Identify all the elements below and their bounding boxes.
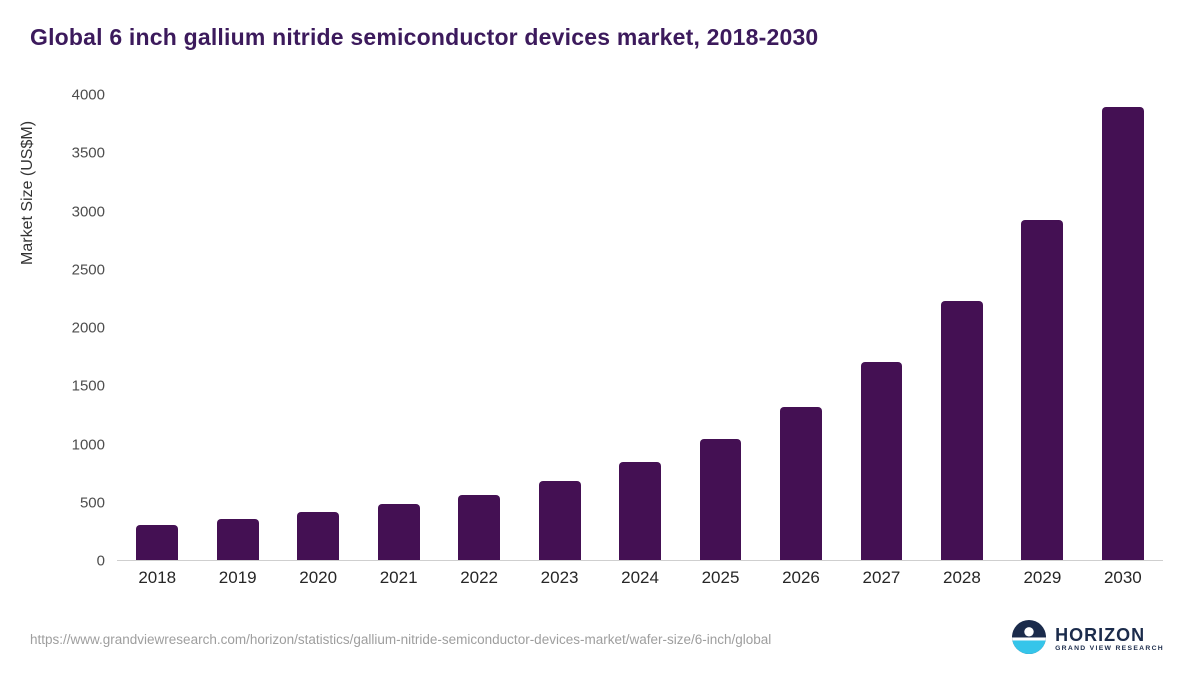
bar-2026 (780, 407, 822, 560)
source-url: https://www.grandviewresearch.com/horizo… (30, 631, 772, 647)
bar-2020 (297, 511, 340, 560)
bar-2022 (458, 494, 501, 560)
bar-2019 (216, 518, 259, 560)
bar-column-2025 (680, 95, 760, 560)
x-tick-label-2018: 2018 (138, 568, 177, 587)
bar-column-2023 (519, 95, 599, 560)
bar-column-2030 (1083, 95, 1163, 560)
x-tick-label-2023: 2023 (540, 568, 579, 587)
logo-title: HORIZON (1055, 625, 1146, 646)
bar-2018 (136, 525, 179, 560)
y-axis-ticks: 0 500 1000 1500 2000 2500 3000 3500 4000 (0, 87, 105, 570)
bar-2027 (860, 362, 903, 560)
bar-column-2024 (600, 95, 680, 560)
bar-column-2028 (922, 95, 1002, 560)
horizon-logo-icon (1012, 619, 1047, 659)
bar-column-2021 (358, 95, 438, 560)
bar-2028 (941, 301, 983, 560)
bar-column-2022 (439, 95, 519, 560)
y-tick-label: 500 (79, 494, 105, 512)
plot-area (117, 95, 1163, 561)
bar-column-2018 (117, 95, 197, 560)
y-tick-label: 2500 (71, 261, 105, 279)
bar-column-2029 (1002, 95, 1082, 560)
bar-column-2020 (278, 95, 358, 560)
x-tick-label-2025: 2025 (701, 568, 740, 587)
bar-2030 (1101, 106, 1144, 560)
bar-2029 (1021, 219, 1064, 560)
x-tick-label-2022: 2022 (460, 568, 499, 587)
bar-2025 (699, 438, 742, 560)
footer: https://www.grandviewresearch.com/horizo… (30, 617, 1164, 661)
x-tick-label-2029: 2029 (1023, 568, 1062, 587)
y-tick-label: 1000 (71, 436, 105, 453)
y-tick-label: 3500 (71, 144, 105, 162)
x-tick-label-2021: 2021 (379, 568, 418, 587)
bar-column-2026 (761, 95, 841, 560)
logo-text: HORIZON GRAND VIEW RESEARCH (1055, 626, 1164, 652)
y-tick-label: 3000 (71, 203, 105, 220)
bar-column-2019 (197, 95, 277, 560)
page-title: Global 6 inch gallium nitride semiconduc… (30, 24, 819, 50)
y-tick-label: 2000 (71, 319, 105, 337)
x-tick-label-2026: 2026 (782, 568, 820, 587)
y-tick-label: 0 (96, 552, 105, 570)
bar-2023 (538, 480, 581, 560)
y-tick-label: 4000 (71, 86, 105, 104)
x-tick-label-2024: 2024 (621, 568, 659, 587)
x-tick-label-2019: 2019 (218, 568, 257, 587)
x-tick-label-2027: 2027 (862, 568, 901, 587)
bar-column-2027 (841, 95, 921, 560)
x-axis-labels: 2018 2019 2020 2021 2022 2023 2024 2025 2026 2027… (117, 568, 1163, 588)
x-tick-label-2020: 2020 (299, 568, 338, 587)
x-tick-label-2030: 2030 (1103, 568, 1142, 587)
bar-2021 (377, 504, 420, 560)
bar-2024 (619, 462, 661, 560)
y-tick-label: 1500 (71, 377, 105, 395)
x-tick-label-2028: 2028 (943, 568, 981, 587)
horizon-logo: HORIZON GRAND VIEW RESEARCH (1012, 619, 1164, 659)
logo-subtitle: GRAND VIEW RESEARCH (1055, 644, 1164, 652)
